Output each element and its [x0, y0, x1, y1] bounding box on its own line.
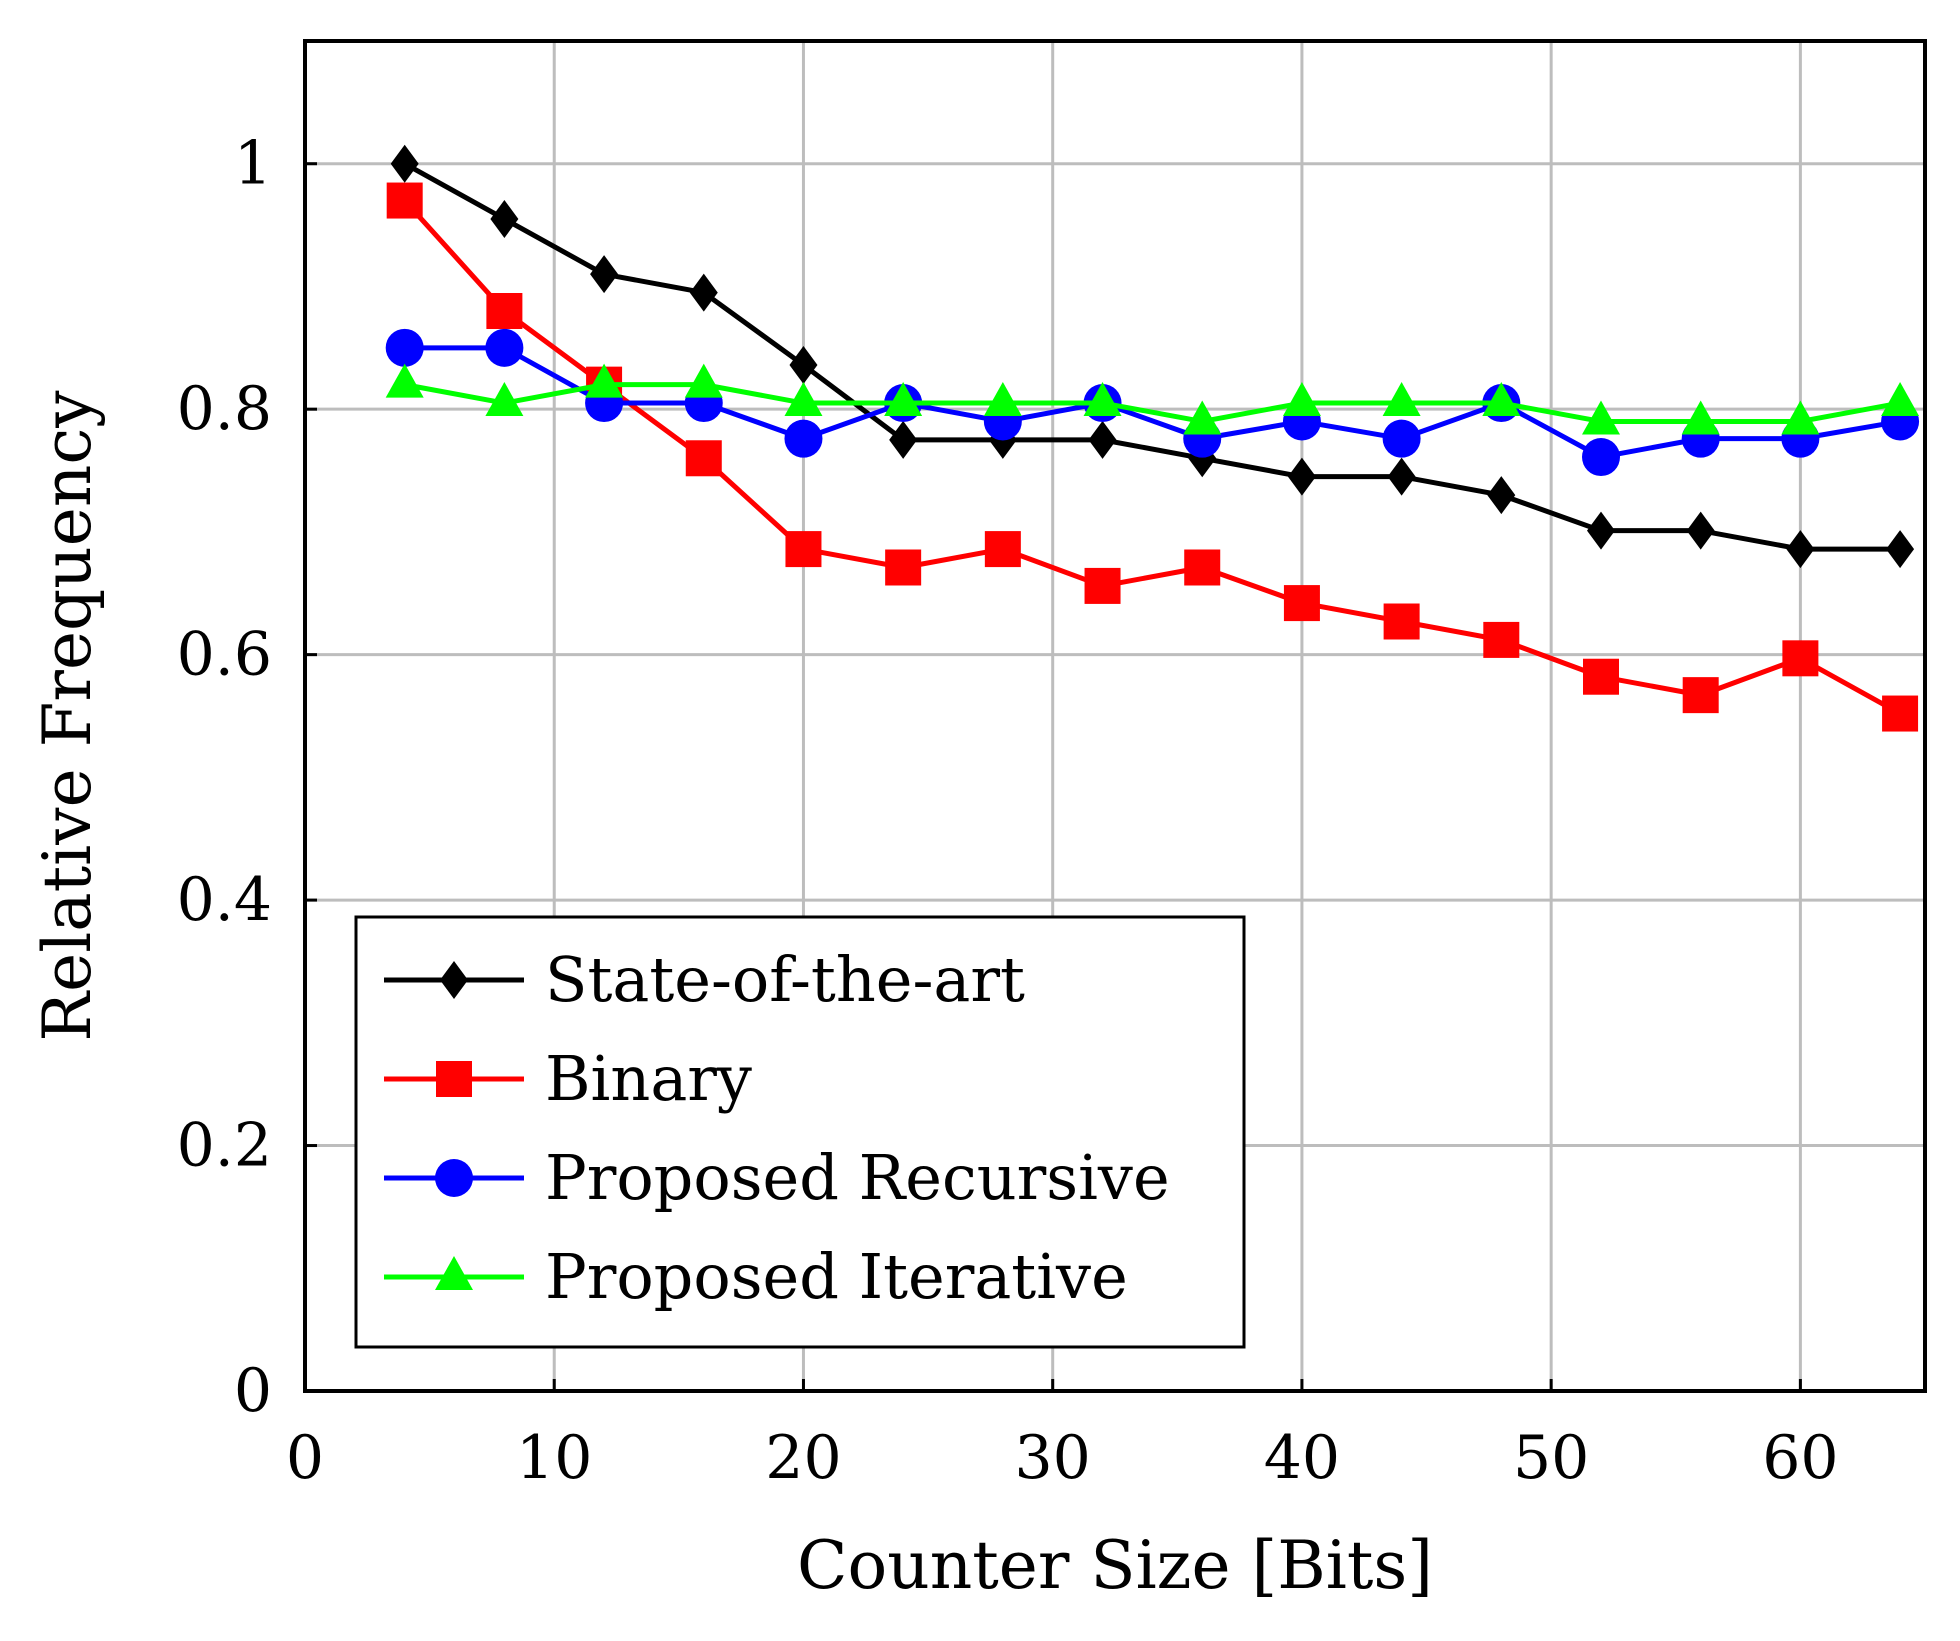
data-point: [1786, 530, 1815, 569]
data-point: [983, 382, 1022, 417]
data-point: [486, 293, 523, 329]
legend-label: State-of-the-art: [545, 943, 1025, 1016]
legend-item: Proposed Recursive: [384, 1141, 1170, 1214]
x-tick-label: 40: [1264, 1423, 1340, 1493]
data-point: [1482, 382, 1521, 417]
data-point: [785, 531, 822, 568]
data-point: [684, 363, 723, 398]
y-axis-title: Relative Frequency: [29, 390, 106, 1042]
data-point: [1487, 476, 1516, 515]
data-point: [1681, 400, 1720, 435]
legend-marker: [440, 961, 468, 999]
data-point: [984, 531, 1021, 568]
series-line: [404, 345, 1901, 460]
data-point: [1382, 419, 1421, 458]
series-line: [402, 198, 1902, 716]
legend-marker: [435, 1256, 473, 1290]
legend-label: Proposed Iterative: [545, 1240, 1128, 1313]
y-axis-ticks: 0 0.2 0.4 0.6 0.8 1: [177, 129, 317, 1426]
x-tick-label: 30: [1015, 1423, 1091, 1493]
data-point: [1083, 382, 1122, 417]
data-point: [386, 182, 423, 219]
x-tick-label: 50: [1513, 1423, 1589, 1493]
data-point: [1088, 420, 1117, 459]
data-point: [1781, 400, 1820, 435]
data-point: [1782, 640, 1819, 677]
legend-marker: [436, 1061, 472, 1097]
data-point: [784, 419, 823, 458]
data-point: [1283, 585, 1320, 622]
data-point: [490, 199, 519, 238]
plot-series: [385, 144, 1920, 732]
series-proposed-iterative: [385, 363, 1920, 435]
data-point: [884, 382, 923, 417]
data-point: [1886, 530, 1915, 569]
data-point: [1686, 511, 1715, 550]
data-point: [1682, 677, 1719, 714]
data-point: [1287, 457, 1316, 496]
x-axis-title: Counter Size [Bits]: [797, 1527, 1433, 1604]
data-point: [889, 420, 918, 459]
x-tick-label: 20: [765, 1423, 841, 1493]
series-line: [403, 161, 1901, 552]
data-point: [1881, 382, 1920, 417]
data-point: [1183, 400, 1222, 435]
x-tick-label: 0: [286, 1423, 324, 1493]
data-point: [689, 273, 718, 312]
data-point: [585, 363, 624, 398]
data-point: [590, 255, 619, 294]
y-tick-label: 0.6: [177, 620, 272, 690]
data-point: [1383, 603, 1420, 640]
data-point: [1483, 621, 1520, 658]
data-point: [1184, 549, 1221, 586]
data-point: [1882, 695, 1919, 732]
data-point: [1282, 382, 1321, 417]
series-line: [404, 382, 1901, 424]
legend-marker: [435, 1159, 473, 1197]
data-point: [390, 144, 419, 183]
y-tick-label: 0.8: [177, 374, 272, 444]
plot-frame: [303, 39, 1927, 1393]
series-binary: [386, 182, 1919, 732]
legend: State-of-the-art Binary Proposed Recursive…: [354, 915, 1246, 1349]
legend-item: State-of-the-art: [384, 943, 1025, 1016]
x-axis-ticks: 0 10 20 30 40 50 60: [286, 1379, 1839, 1493]
x-tick-label: 60: [1762, 1423, 1838, 1493]
x-tick-label: 10: [516, 1423, 592, 1493]
legend-item: Proposed Iterative: [384, 1240, 1128, 1313]
y-tick-label: 0.4: [177, 865, 272, 935]
legend-label: Binary: [545, 1042, 752, 1115]
data-point: [1587, 511, 1615, 550]
y-tick-label: 0.2: [177, 1111, 272, 1181]
data-point: [784, 382, 823, 417]
data-point: [1084, 567, 1121, 604]
data-point: [789, 346, 818, 384]
legend-item: Binary: [384, 1042, 752, 1115]
series-state-of-the-art: [390, 144, 1915, 569]
data-point: [1582, 400, 1620, 435]
data-point: [1583, 658, 1619, 695]
data-point: [385, 363, 424, 398]
data-point: [485, 382, 524, 417]
data-point: [1582, 438, 1620, 477]
series-proposed-recursive: [385, 328, 1920, 477]
y-tick-label: 1: [234, 129, 272, 199]
data-point: [1382, 382, 1421, 417]
data-point: [485, 328, 524, 367]
legend-label: Proposed Recursive: [545, 1141, 1170, 1214]
data-point: [685, 440, 722, 477]
data-point: [885, 549, 922, 586]
data-point: [385, 328, 424, 367]
y-tick-label: 0: [234, 1356, 272, 1426]
data-point: [1387, 457, 1416, 496]
